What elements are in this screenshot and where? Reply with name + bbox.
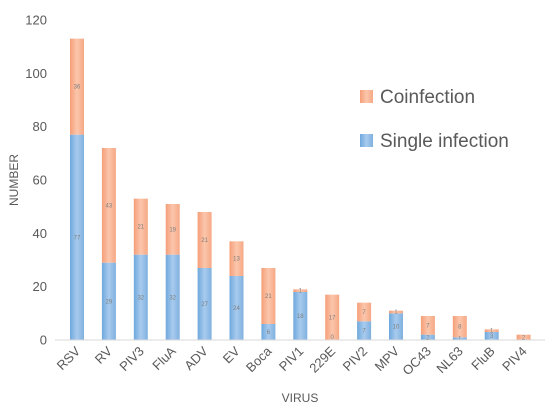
data-label-coinfection: 1 (394, 310, 398, 316)
data-label-single: 24 (233, 306, 240, 312)
x-tick-label: PIV1 (276, 344, 307, 375)
bar-coinfection-nl63 (452, 316, 467, 338)
data-label-single: 3 (490, 334, 494, 340)
legend-swatch-coinfection (360, 90, 373, 103)
legend-label-single: Single infection (380, 131, 509, 152)
bar-single-flua (165, 254, 180, 340)
data-label-coinfection: 1 (490, 329, 494, 335)
bar-coinfection-piv2 (357, 302, 372, 322)
bar-coinfection-piv3 (133, 198, 148, 255)
x-tick-label: RV (92, 343, 115, 366)
y-tick-label: 40 (33, 226, 47, 241)
data-label-coinfection: 21 (201, 238, 208, 244)
x-axis-title: VIRUS (282, 391, 319, 405)
bar-single-flub (484, 332, 499, 340)
bar-coinfection-piv4 (516, 334, 531, 340)
bar-coinfection-mpv (389, 310, 403, 314)
legend: Coinfection Single infection (360, 87, 509, 152)
bar-coinfection-boca (261, 268, 276, 324)
bar-coinfection-oc43 (420, 316, 435, 335)
y-tick-label: 0 (40, 333, 47, 348)
bar-single-mpv (389, 313, 403, 340)
bar-coinfection-ev (229, 241, 244, 276)
bar-single-piv1 (293, 292, 308, 340)
bar-single-adv (197, 268, 212, 340)
x-tick-label: PIV3 (116, 344, 147, 375)
y-tick-label: 120 (25, 13, 47, 28)
data-label-single: 77 (74, 235, 81, 241)
data-label-single: 6 (267, 330, 271, 336)
data-label-coinfection: 8 (458, 325, 462, 331)
bar-single-nl63 (452, 337, 467, 340)
x-tick-label: ADV (181, 343, 211, 373)
data-label-single: 32 (137, 295, 144, 301)
bar-coinfection-flua (165, 204, 180, 255)
x-tick-label: FluB (468, 344, 498, 374)
x-tick-label: PIV4 (499, 344, 530, 375)
bar-coinfection-229e (325, 294, 340, 340)
data-label-coinfection: 1 (299, 289, 303, 295)
bar-series: 7736294332213219272124136211810177710127… (70, 38, 531, 343)
bar-coinfection-rv (101, 148, 116, 263)
bar-single-boca (261, 324, 276, 340)
data-label-single: 29 (106, 299, 113, 305)
bar-coinfection-flub (484, 329, 499, 332)
data-label-coinfection: 43 (106, 203, 113, 209)
bar-coinfection-adv (197, 212, 212, 268)
x-tick-label: MPV (372, 343, 403, 374)
y-tick-label: 100 (25, 66, 47, 81)
legend-label-coinfection: Coinfection (380, 87, 475, 108)
y-axis-title: NUMBER (7, 154, 21, 206)
bar-single-rv (101, 262, 116, 340)
x-tick-label: NL63 (433, 344, 466, 377)
bar-single-piv3 (133, 254, 148, 340)
bar-single-piv2 (357, 321, 372, 340)
data-label-single: 2 (426, 335, 430, 341)
y-tick-label: 60 (33, 173, 47, 188)
bar-single-rsv (70, 134, 84, 340)
data-label-single: 10 (393, 325, 400, 331)
data-label-coinfection: 13 (233, 257, 240, 263)
data-label-single: 18 (297, 314, 304, 320)
x-axis-ticks: RSV RV PIV3 FluA ADV EV Boca PIV1 229E PIV2 MPVOC4… (54, 343, 530, 378)
data-label-coinfection: 2 (522, 335, 526, 341)
data-label-coinfection: 36 (74, 85, 81, 91)
data-label-single: 32 (169, 295, 176, 301)
bar-coinfection-rsv (70, 38, 84, 135)
bar-single-oc43 (420, 334, 435, 340)
data-label-coinfection: 7 (362, 310, 366, 316)
data-label-single: 27 (201, 302, 208, 308)
x-tick-label: PIV2 (340, 344, 371, 375)
x-tick-label: Boca (243, 343, 275, 375)
y-axis-ticks: 0 20 40 60 80 100 120 (25, 13, 47, 348)
x-tick-label: FluA (149, 343, 179, 373)
x-tick-label: 229E (306, 343, 338, 375)
data-label-coinfection: 17 (329, 315, 336, 321)
data-label-coinfection: 19 (169, 227, 176, 233)
bar-single-ev (229, 276, 244, 340)
legend-swatch-single (360, 134, 373, 147)
data-label-coinfection: 7 (426, 323, 430, 329)
y-tick-label: 20 (33, 279, 47, 294)
y-tick-label: 80 (33, 119, 47, 134)
x-tick-label: RSV (54, 343, 84, 373)
data-label-coinfection: 21 (265, 294, 272, 300)
data-label-single: 7 (362, 329, 366, 335)
x-tick-label: OC43 (399, 344, 434, 379)
x-tick-label: EV (220, 343, 243, 366)
data-label-single: 0 (331, 335, 335, 341)
data-label-coinfection: 21 (137, 225, 144, 231)
bar-coinfection-piv1 (293, 289, 308, 292)
